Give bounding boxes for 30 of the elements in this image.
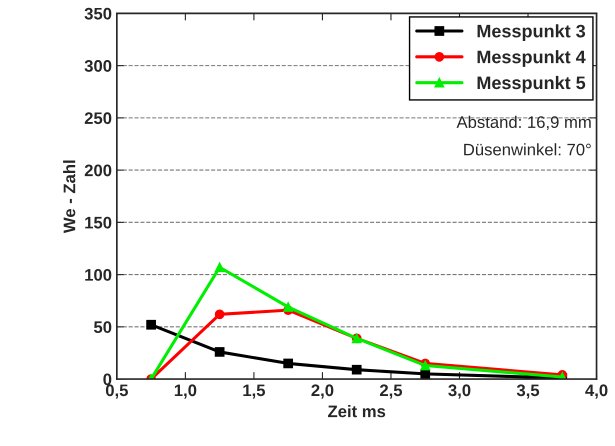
- y-axis-title: We - Zahl: [63, 160, 76, 234]
- y-tick-label: 150: [85, 216, 112, 229]
- point: [352, 364, 362, 375]
- y-tick-label: 0: [103, 374, 112, 386]
- y-tick-label: 250: [84, 112, 112, 124]
- x-tick-label: 3,0: [448, 384, 470, 399]
- point: [214, 309, 225, 320]
- y-tick-label: 350: [84, 8, 112, 20]
- x-tick-label: 2,5: [380, 384, 402, 399]
- x-tick-label: 1,0: [174, 384, 196, 399]
- y-tick-label: 100: [85, 269, 112, 281]
- x-axis-title: Zeit ms: [328, 405, 386, 418]
- legend-label: Messpunkt 5: [478, 76, 586, 93]
- x-tick-label: 0,5: [106, 384, 128, 399]
- point: [214, 347, 225, 357]
- x-tick-label: 3,5: [516, 384, 540, 399]
- point: [214, 262, 225, 272]
- y-tick-label: 300: [84, 60, 112, 72]
- point: [146, 320, 156, 330]
- annotation: Düsenwinkel: 70°: [464, 143, 591, 156]
- legend-label: Messpunkt 3: [478, 24, 586, 42]
- y-tick-label: 50: [94, 321, 112, 334]
- y-tick-label: 200: [84, 164, 112, 176]
- annotation: Abstand: 16,9 mm: [456, 116, 591, 130]
- point: [283, 302, 294, 312]
- point: [283, 358, 294, 368]
- x-tick-label: 2,0: [311, 384, 334, 399]
- x-tick-label: 1,5: [243, 384, 266, 399]
- x-tick-label: 4,0: [585, 384, 608, 399]
- legend-label: Messpunkt 4: [478, 50, 586, 67]
